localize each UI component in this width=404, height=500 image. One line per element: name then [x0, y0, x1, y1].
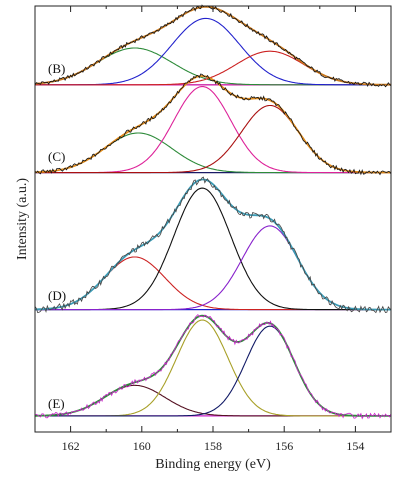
x-tick-label: 162: [62, 439, 80, 453]
panel-label: (C): [48, 149, 65, 164]
x-axis-title: Binding energy (eV): [155, 457, 271, 472]
fit-envelope: [35, 314, 391, 417]
x-tick-label: 154: [346, 439, 364, 453]
x-axis-ticks: 162 160 158 156 154: [34, 6, 392, 453]
fit-envelope: [34, 178, 391, 311]
fit-envelope: [34, 5, 391, 86]
fit-component-1: [34, 256, 391, 311]
x-tick-label: 156: [275, 439, 293, 453]
fit-component-3: [35, 225, 391, 311]
panels-layer: (B) (C) (D) (E): [34, 4, 392, 420]
raw-data: [34, 73, 392, 176]
panel-label: (B): [48, 61, 65, 76]
fit-component-2: [35, 187, 391, 311]
fit-component-2: [35, 17, 391, 86]
x-tick-label: 160: [133, 439, 151, 453]
panel-b: (B): [34, 4, 392, 88]
panel-label: (E): [48, 396, 65, 411]
fit-component-3: [35, 325, 391, 417]
plot-frame: [34, 5, 392, 433]
x-tick-label: 158: [204, 439, 222, 453]
raw-data: [34, 176, 392, 314]
raw-data: [34, 313, 392, 420]
panel-d: (D): [34, 176, 392, 314]
panel-e: (E): [34, 313, 392, 420]
fit-component-1: [35, 384, 391, 417]
fit-component-3: [35, 104, 391, 174]
panel-c: (C): [34, 73, 392, 176]
y-axis-title: Intensity (a.u.): [15, 178, 30, 260]
raw-data: [34, 4, 392, 88]
fit-component-1: [34, 132, 391, 174]
panel-label: (D): [48, 288, 66, 303]
fit-component-2: [35, 319, 391, 417]
